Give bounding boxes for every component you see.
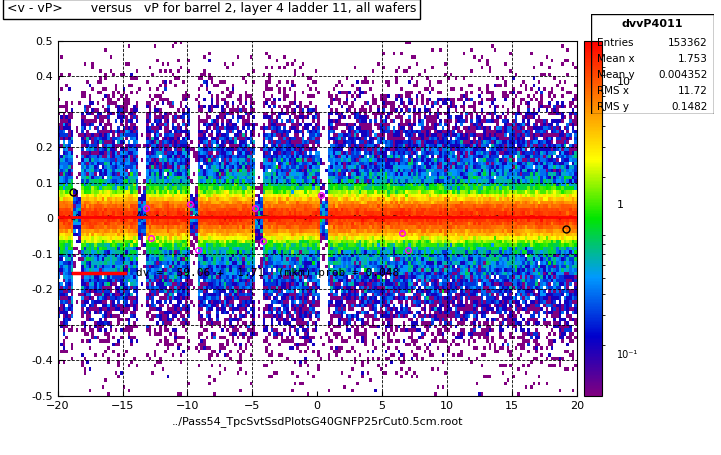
Text: 1: 1 [616, 200, 624, 210]
Text: Entries: Entries [597, 38, 634, 48]
Text: RMS x: RMS x [597, 86, 629, 96]
Text: Mean y: Mean y [597, 70, 635, 80]
Text: 11.72: 11.72 [678, 86, 707, 96]
Text: dv =  59.06 +  1.71  (mkm) prob = 0.048: dv = 59.06 + 1.71 (mkm) prob = 0.048 [136, 268, 399, 278]
Text: 10: 10 [616, 77, 630, 87]
Text: dvvP4011: dvvP4011 [622, 19, 684, 29]
X-axis label: ../Pass54_TpcSvtSsdPlotsG40GNFP25rCut0.5cm.root: ../Pass54_TpcSvtSsdPlotsG40GNFP25rCut0.5… [172, 416, 463, 427]
Text: 0.004352: 0.004352 [658, 70, 707, 80]
Text: <v - vP>       versus   vP for barrel 2, layer 4 ladder 11, all wafers: <v - vP> versus vP for barrel 2, layer 4… [7, 2, 417, 15]
Text: 1.753: 1.753 [678, 54, 707, 64]
Text: 10⁻¹: 10⁻¹ [616, 350, 637, 360]
Text: 153362: 153362 [668, 38, 707, 48]
Text: 0.1482: 0.1482 [671, 102, 707, 112]
Text: RMS y: RMS y [597, 102, 629, 112]
Text: Mean x: Mean x [597, 54, 635, 64]
